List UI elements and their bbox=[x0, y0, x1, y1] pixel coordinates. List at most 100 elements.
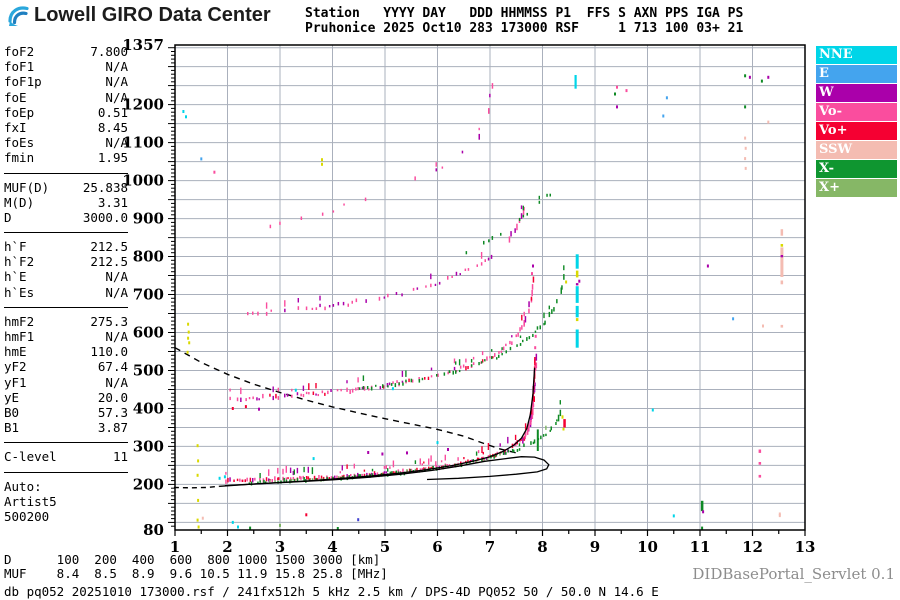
servlet-version-label: DIDBasePortal_Servlet 0.1 bbox=[692, 565, 895, 583]
legend-item-x: X- bbox=[816, 160, 897, 178]
param-row-he: h`E N/A bbox=[4, 269, 128, 284]
noise-echo bbox=[187, 322, 190, 326]
x-axis-label: 3 bbox=[275, 538, 285, 556]
curve-artist-o-fit-extrapolated bbox=[173, 485, 220, 489]
param-value: 1.95 bbox=[97, 150, 128, 166]
param-value: 3000.0 bbox=[82, 209, 128, 225]
x-axis-label: 4 bbox=[327, 538, 337, 556]
noise-echo bbox=[702, 510, 705, 514]
trace-f-trace-5th-hop bbox=[414, 83, 494, 181]
noise-echo bbox=[391, 387, 394, 391]
param-label: hmF1 bbox=[4, 329, 35, 344]
noise-echo bbox=[182, 110, 185, 113]
noise-echo bbox=[614, 92, 616, 96]
param-label: foF1p bbox=[4, 74, 42, 90]
param-label: Auto: bbox=[4, 478, 42, 494]
panel-divider bbox=[4, 465, 128, 479]
y-axis-label: 900 bbox=[133, 210, 164, 228]
param-value: 3.87 bbox=[97, 420, 128, 436]
param-label: Artist5 bbox=[4, 493, 57, 509]
legend-item-vo: Vo+ bbox=[816, 122, 897, 140]
noise-echo bbox=[625, 89, 628, 93]
noise-echo bbox=[406, 451, 408, 455]
param-label: hmE bbox=[4, 344, 27, 360]
noise-echo bbox=[662, 114, 665, 118]
param-value: N/A bbox=[105, 89, 128, 105]
param-label: h`E bbox=[4, 269, 27, 285]
param-label: h`F bbox=[4, 239, 27, 255]
noise-echo bbox=[744, 136, 747, 140]
noise-echo bbox=[744, 146, 747, 150]
noise-echo bbox=[748, 75, 751, 79]
param-value: N/A bbox=[105, 284, 128, 300]
echo-bar bbox=[758, 474, 762, 478]
noise-echo bbox=[762, 324, 764, 328]
giro-logo-icon bbox=[8, 6, 29, 26]
param-value: 110.0 bbox=[90, 344, 128, 360]
noise-echo bbox=[237, 525, 239, 529]
y-axis-label: 700 bbox=[133, 286, 164, 304]
noise-echo bbox=[294, 388, 297, 392]
echo-bar bbox=[561, 415, 564, 419]
x-axis-label: 5 bbox=[380, 538, 390, 556]
noise-echo bbox=[321, 162, 323, 166]
param-row-hme: hmE 110.0 bbox=[4, 344, 128, 359]
noise-echo bbox=[187, 336, 190, 340]
param-value: 25.838 bbox=[82, 179, 128, 195]
noise-echo bbox=[187, 330, 190, 334]
noise-echo bbox=[367, 451, 370, 454]
param-row-md: M(D) 3.31 bbox=[4, 195, 128, 210]
legend-item-vo: Vo- bbox=[816, 103, 897, 121]
y-axis-label: 1100 bbox=[122, 134, 164, 152]
panel-divider bbox=[4, 225, 128, 239]
echo-bar bbox=[575, 270, 579, 278]
legend-item-w: W bbox=[816, 84, 897, 102]
param-label: yE bbox=[4, 389, 20, 405]
echo-bar bbox=[536, 429, 539, 451]
trace-f-trace-o-mode-2nd-hop bbox=[229, 276, 535, 402]
param-value: 212.5 bbox=[90, 254, 128, 270]
noise-echo bbox=[447, 448, 449, 451]
noise-echo bbox=[196, 518, 199, 522]
param-value: N/A bbox=[105, 74, 128, 90]
echo-bar bbox=[575, 305, 579, 318]
param-row-foe: foE N/A bbox=[4, 90, 128, 105]
echo-bar bbox=[575, 329, 579, 348]
param-row-foes: foEs N/A bbox=[4, 135, 128, 150]
echo-bar bbox=[780, 229, 784, 236]
echo-bar bbox=[758, 462, 762, 465]
noise-echo bbox=[701, 526, 704, 530]
param-value: 212.5 bbox=[90, 239, 128, 255]
x-axis-label: 7 bbox=[485, 538, 495, 556]
noise-echo bbox=[744, 157, 747, 161]
x-axis-label: 13 bbox=[795, 538, 816, 556]
param-row-d: D 3000.0 bbox=[4, 210, 128, 225]
param-label: foE bbox=[4, 89, 27, 105]
param-row-b0: B0 57.3 bbox=[4, 405, 128, 420]
noise-echo bbox=[651, 408, 654, 412]
y-axis-label: 600 bbox=[133, 324, 164, 342]
noise-echo bbox=[565, 280, 568, 284]
noise-echo bbox=[258, 407, 260, 411]
curve-artist-x-fit bbox=[224, 456, 550, 487]
echo-bar bbox=[574, 75, 577, 89]
param-value: 275.3 bbox=[90, 313, 128, 329]
echo-bar bbox=[562, 427, 565, 431]
noise-echo bbox=[196, 444, 199, 448]
param-row-hf: h`F 212.5 bbox=[4, 239, 128, 254]
noise-echo bbox=[732, 317, 735, 321]
x-axis-label: 2 bbox=[222, 538, 232, 556]
noise-echo bbox=[321, 158, 323, 162]
noise-echo bbox=[312, 457, 315, 461]
trace-f-trace-4th-hop bbox=[269, 197, 367, 229]
app-title: Lowell GIRO Data Center bbox=[34, 4, 271, 26]
noise-echo bbox=[279, 523, 281, 527]
echo-bar bbox=[575, 254, 579, 269]
noise-echo bbox=[767, 120, 770, 124]
noise-echo bbox=[767, 75, 770, 79]
param-value: 57.3 bbox=[97, 404, 128, 420]
param-row-fof1p: foF1p N/A bbox=[4, 74, 128, 89]
echo-bar bbox=[758, 449, 762, 453]
y-axis-label: 400 bbox=[133, 400, 164, 418]
